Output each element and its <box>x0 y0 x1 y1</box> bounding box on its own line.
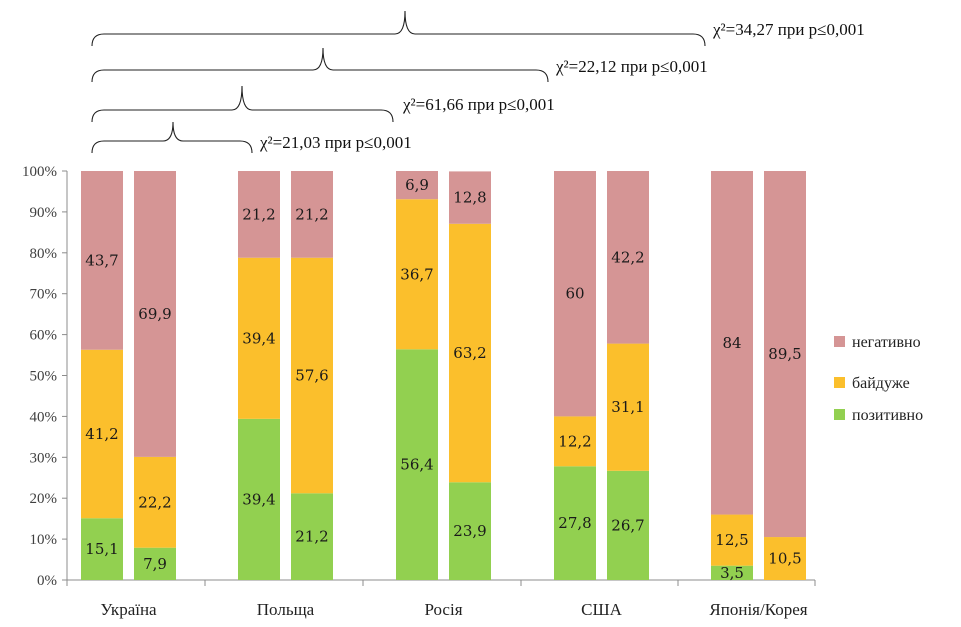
data-label: 60 <box>565 285 584 303</box>
bar-segment-негативно <box>291 171 333 258</box>
data-label: 42,2 <box>611 248 644 266</box>
significance-brace <box>91 10 706 47</box>
y-tick-label: 20% <box>30 491 58 507</box>
bar-segment-байдуже <box>711 514 753 566</box>
y-tick-label: 100% <box>22 164 57 180</box>
bar-segment-позитивно <box>711 565 753 580</box>
data-label: 39,4 <box>242 490 275 508</box>
bar-segment-позитивно <box>607 470 649 580</box>
data-label: 15,1 <box>85 540 118 558</box>
bar-segment-байдуже <box>396 199 438 350</box>
data-label: 21,2 <box>295 205 328 223</box>
y-tick-label: 40% <box>30 409 58 425</box>
bar-segment-байдуже <box>238 257 280 419</box>
chi-square-annotation: χ²=34,27 при р≤0,001 <box>712 20 865 39</box>
data-label: 27,8 <box>558 514 591 532</box>
bar-segment-байдуже <box>134 456 176 548</box>
data-label: 22,2 <box>138 493 171 511</box>
data-label: 7,9 <box>143 555 167 573</box>
bar-segment-байдуже <box>554 416 596 467</box>
data-label: 31,1 <box>611 398 644 416</box>
x-category-label: Україна <box>100 600 157 619</box>
bar-segment-позитивно <box>291 493 333 580</box>
chi-square-annotation: χ²=61,66 при р≤0,001 <box>402 95 555 114</box>
x-category-label: США <box>581 600 622 619</box>
x-category-label: Японія/Корея <box>709 600 807 619</box>
bar-segment-байдуже <box>764 537 806 580</box>
bar-segment-негативно <box>396 171 438 200</box>
data-label: 23,9 <box>453 522 486 540</box>
bar-segment-негативно <box>711 171 753 515</box>
y-tick-label: 10% <box>30 532 58 548</box>
data-label: 84 <box>722 334 741 352</box>
data-label: 12,8 <box>453 189 486 207</box>
data-label: 6,9 <box>405 176 429 194</box>
bar-segment-позитивно <box>134 547 176 580</box>
y-tick-label: 50% <box>30 369 58 385</box>
bar-segment-негативно <box>81 171 123 350</box>
data-label: 26,7 <box>611 516 644 534</box>
significance-brace <box>91 121 253 154</box>
legend-swatch <box>834 377 845 388</box>
bar-segment-негативно <box>764 171 806 538</box>
data-label: 12,2 <box>558 432 591 450</box>
data-label: 69,9 <box>138 305 171 323</box>
y-tick-label: 90% <box>30 205 58 221</box>
data-label: 21,2 <box>242 205 275 223</box>
bar-segment-байдуже <box>449 223 491 483</box>
data-label: 56,4 <box>400 456 433 474</box>
data-label: 63,2 <box>453 344 486 362</box>
legend-swatch <box>834 336 845 347</box>
chi-square-annotation: χ²=21,03 при р≤0,001 <box>259 133 412 152</box>
legend-label: негативно <box>852 334 921 351</box>
significance-brace <box>91 85 394 123</box>
data-label: 89,5 <box>768 345 801 363</box>
bar-segment-позитивно <box>238 418 280 580</box>
y-tick-label: 0% <box>37 573 57 589</box>
bar-segment-байдуже <box>81 349 123 519</box>
data-label: 12,5 <box>715 531 748 549</box>
bar-segment-позитивно <box>449 482 491 580</box>
data-label: 39,4 <box>242 329 275 347</box>
data-label: 41,2 <box>85 425 118 443</box>
bar-segment-байдуже <box>291 257 333 494</box>
data-label: 3,5 <box>720 564 744 582</box>
bar-segment-негативно <box>554 171 596 417</box>
data-label: 57,6 <box>295 367 328 385</box>
x-category-label: Росія <box>424 600 462 619</box>
bar-segment-позитивно <box>554 466 596 580</box>
bar-segment-негативно <box>607 171 649 344</box>
data-label: 10,5 <box>768 550 801 568</box>
legend-label: позитивно <box>852 407 923 424</box>
significance-brace <box>91 47 549 83</box>
chi-square-annotation: χ²=22,12 при р≤0,001 <box>555 57 708 76</box>
data-label: 21,2 <box>295 528 328 546</box>
legend-label: байдуже <box>852 375 910 392</box>
data-label: 36,7 <box>400 265 433 283</box>
y-tick-label: 60% <box>30 328 58 344</box>
bar-segment-позитивно <box>81 518 123 580</box>
bar-segment-негативно <box>238 171 280 258</box>
bar-segment-негативно <box>134 171 176 457</box>
legend-swatch <box>834 409 845 420</box>
bar-segment-негативно <box>449 171 491 224</box>
bar-segment-байдуже <box>607 343 649 471</box>
y-tick-label: 70% <box>30 287 58 303</box>
y-tick-label: 30% <box>30 450 58 466</box>
data-label: 43,7 <box>85 251 118 269</box>
x-category-label: Польща <box>257 600 315 619</box>
y-tick-label: 80% <box>30 246 58 262</box>
bar-segment-позитивно <box>396 349 438 580</box>
